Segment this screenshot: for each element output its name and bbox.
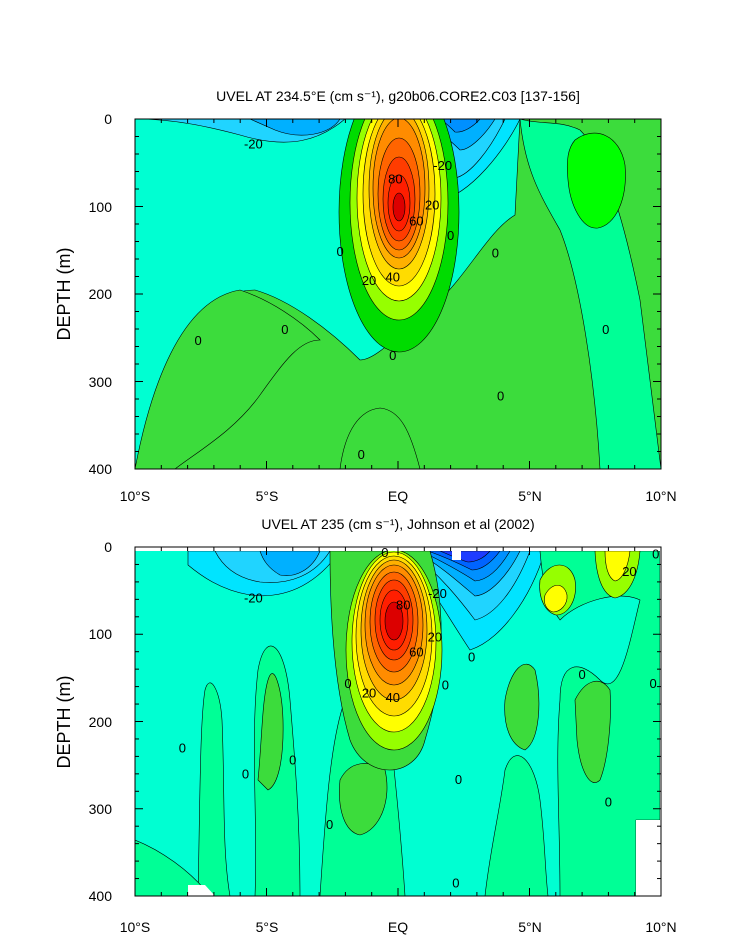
y-tick-0-b: 0 <box>104 539 112 555</box>
panel-observed-ticks <box>134 546 662 897</box>
y-tick-400-b: 400 <box>89 888 113 904</box>
contour-label: 20 <box>622 564 636 579</box>
contour-label: 0 <box>195 333 202 348</box>
contour-label: 80 <box>396 597 410 612</box>
panel-observed-contour-labels: 0 -20 -20 20 0 80 60 20 0 0 0 0 0 40 20 0 0 0 0 0 0 0 <box>179 545 660 891</box>
panel-observed: UVEL AT 235 (cm s⁻¹), Johnson et al (200… <box>54 516 677 935</box>
contour-label: 0 <box>447 228 454 243</box>
contour-label: 0 <box>179 740 186 755</box>
panel-model-ticks <box>134 118 662 470</box>
contour-label: 0 <box>455 772 462 787</box>
x-tick-10s-a: 10°S <box>120 488 151 504</box>
contour-label: 0 <box>492 246 499 261</box>
panel-model: UVEL AT 234.5°E (cm s⁻¹), g20b06.CORE2.C… <box>54 88 677 504</box>
contour-label: 0 <box>605 795 612 810</box>
y-tick-200-b: 200 <box>89 714 113 730</box>
contour-label: 0 <box>468 650 475 665</box>
x-tick-eq-b: EQ <box>388 919 408 935</box>
panel-model-title: UVEL AT 234.5°E (cm s⁻¹), g20b06.CORE2.C… <box>216 88 580 104</box>
contour-label: 20 <box>425 198 439 213</box>
contour-label: 0 <box>289 753 296 768</box>
contour-label: -20 <box>244 136 263 151</box>
contour-label: 0 <box>381 545 388 560</box>
x-tick-10n-a: 10°N <box>645 488 676 504</box>
y-tick-100-b: 100 <box>89 626 113 642</box>
contour-label: 20 <box>362 273 376 288</box>
y-axis-title-a: DEPTH (m) <box>54 248 74 341</box>
contour-label: 60 <box>409 644 423 659</box>
x-tick-5n-b: 5°N <box>518 919 542 935</box>
contour-label: -20 <box>244 590 263 605</box>
y-tick-0-a: 0 <box>104 111 112 127</box>
euc-core-model <box>338 119 460 353</box>
panel-model-contours <box>135 119 661 469</box>
contour-label: 0 <box>344 676 351 691</box>
missing-data-corner <box>188 885 215 896</box>
y-tick-200-a: 200 <box>89 286 113 302</box>
x-tick-10s-b: 10°S <box>120 919 151 935</box>
contour-label: 0 <box>578 667 585 682</box>
y-tick-300-b: 300 <box>89 801 113 817</box>
contour-label: 0 <box>649 676 656 691</box>
contour-label: 0 <box>389 348 396 363</box>
contour-label: 0 <box>358 447 365 462</box>
panel-observed-contours <box>135 551 660 896</box>
contour-label: 0 <box>337 244 344 259</box>
y-axis-title-b: DEPTH (m) <box>54 676 74 769</box>
contour-label: 40 <box>386 690 400 705</box>
x-tick-5n-a: 5°N <box>518 488 542 504</box>
x-tick-10n-b: 10°N <box>645 919 676 935</box>
contour-label: 0 <box>652 547 659 562</box>
missing-data-patch <box>452 551 461 560</box>
contour-label: 0 <box>326 817 333 832</box>
y-tick-300-a: 300 <box>89 374 113 390</box>
y-tick-100-a: 100 <box>89 199 113 215</box>
contour-label: 0 <box>452 876 459 891</box>
contour-label: 0 <box>602 322 609 337</box>
x-tick-5s-a: 5°S <box>256 488 279 504</box>
contour-label: 20 <box>428 630 442 645</box>
contour-label: -20 <box>433 158 452 173</box>
contour-label: 60 <box>409 213 423 228</box>
contour-label: -20 <box>428 586 447 601</box>
contour-label: 0 <box>442 678 449 693</box>
panel-observed-title: UVEL AT 235 (cm s⁻¹), Johnson et al (200… <box>261 516 534 532</box>
contour-label: 80 <box>388 171 402 186</box>
x-tick-5s-b: 5°S <box>256 919 279 935</box>
contour-label: 0 <box>242 767 249 782</box>
x-tick-eq-a: EQ <box>388 488 408 504</box>
contour-label: 0 <box>497 388 504 403</box>
contour-label: 40 <box>386 269 400 284</box>
euc-core-observed <box>329 551 443 771</box>
contour-label: 0 <box>281 322 288 337</box>
contour-label: 20 <box>362 685 376 700</box>
y-tick-400-a: 400 <box>89 461 113 477</box>
